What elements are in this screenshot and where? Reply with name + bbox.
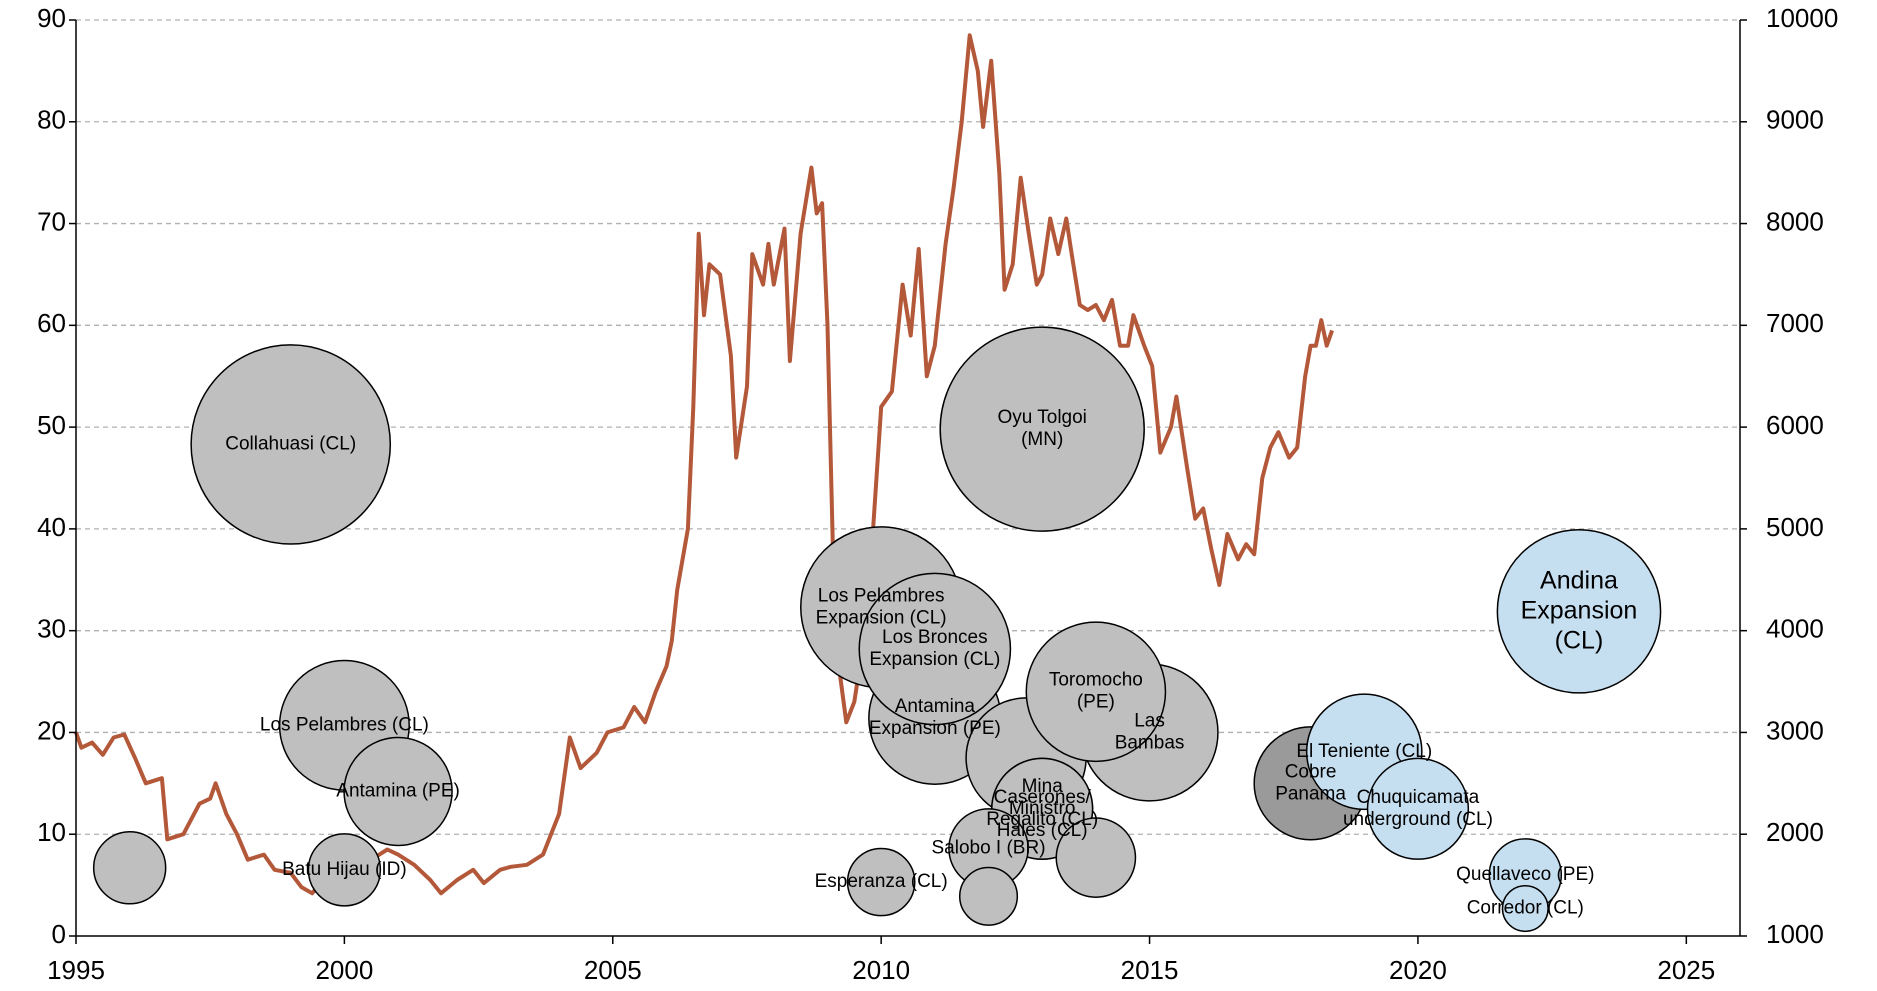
axes: 0 10 20 30 40 50 60 70 80 90 1000 2000 3000 4000 5000 6… (37, 3, 1838, 985)
x-tick-label: 2000 (315, 955, 373, 985)
bubble-label: Los Bronces Expansion (CL) (869, 627, 1000, 670)
y2-tick-label: 3000 (1766, 715, 1824, 745)
y2-tick-label: 10000 (1766, 3, 1838, 33)
bubble (958, 866, 1019, 926)
x-tick-label: 2015 (1121, 955, 1179, 985)
bubble-label: Collahuasi (CL) (225, 433, 356, 454)
bubble (1055, 817, 1137, 898)
bubble-label: Mina Ministro Hales (CL) (997, 776, 1088, 841)
bubble (1025, 621, 1167, 763)
bubble (1366, 757, 1470, 860)
bubble-label: Quellaveco (PE) (1456, 864, 1594, 885)
y-tick-label: 90 (37, 3, 66, 33)
bubble (307, 833, 382, 907)
y2-tick-label: 6000 (1766, 410, 1824, 440)
y-tick-label: 40 (37, 512, 66, 542)
y2-tick-label: 2000 (1766, 817, 1824, 847)
bubble (92, 831, 167, 905)
y2-tick-label: 1000 (1766, 919, 1824, 949)
y2-tick-label: 5000 (1766, 512, 1824, 542)
y2-tick-label: 7000 (1766, 308, 1824, 338)
bubble-label: Caserones/Regalito (CL) (986, 787, 1098, 830)
bubble (939, 326, 1145, 532)
bubble-label: Los Pelambres (CL) (260, 714, 429, 735)
bubble-label: Antamina (PE) (336, 780, 460, 801)
y2-tick-label: 9000 (1766, 105, 1824, 135)
bubble-label: El Teniente (CL) (1296, 741, 1432, 762)
y-tick-label: 20 (37, 715, 66, 745)
bubble-label: Oyu Tolgoi (MN) (997, 407, 1086, 450)
y-tick-label: 50 (37, 410, 66, 440)
bubble (1501, 884, 1549, 933)
bubble-label: Chuquicamata underground (CL) (1343, 787, 1493, 830)
bubble-label: Cobre Panama (1275, 761, 1346, 804)
y-tick-label: 70 (37, 206, 66, 236)
bubble-label: Corredor (CL) (1467, 898, 1584, 919)
bubble-label: Los Pelambres Expansion (CL) (816, 585, 947, 628)
bubble-label: Andina Expansion (CL) (1521, 566, 1638, 654)
x-tick-label: 2025 (1657, 955, 1715, 985)
bubble (858, 572, 1012, 726)
bubble-label: Toromocho (PE) (1049, 670, 1143, 713)
bubble-label: Esperanza (CL) (815, 871, 948, 892)
y-tick-label: 80 (37, 105, 66, 135)
y-tick-label: 10 (37, 817, 66, 847)
y-tick-label: 30 (37, 614, 66, 644)
bubble-label: Batu Hijau (ID) (282, 859, 407, 880)
bubbles: Collahuasi (CL) Los Pelambres (CL) Antamin… (92, 326, 1662, 933)
x-tick-label: 1995 (47, 955, 105, 985)
bubble-label: Antamina Expansion (PE) (869, 696, 1001, 739)
bubble (1496, 528, 1662, 694)
bubble (846, 847, 916, 917)
x-tick-label: 2010 (852, 955, 910, 985)
x-tick-label: 2020 (1389, 955, 1447, 985)
x-tick-label: 2005 (584, 955, 642, 985)
y2-tick-label: 8000 (1766, 206, 1824, 236)
y-tick-label: 60 (37, 308, 66, 338)
y2-tick-label: 4000 (1766, 614, 1824, 644)
bubble (190, 344, 392, 545)
y-tick-label: 0 (52, 919, 66, 949)
bubble-label: Las Bambas (1115, 710, 1185, 753)
bubble (343, 736, 453, 847)
bubble-label: Salobo I (BR) (931, 837, 1045, 858)
